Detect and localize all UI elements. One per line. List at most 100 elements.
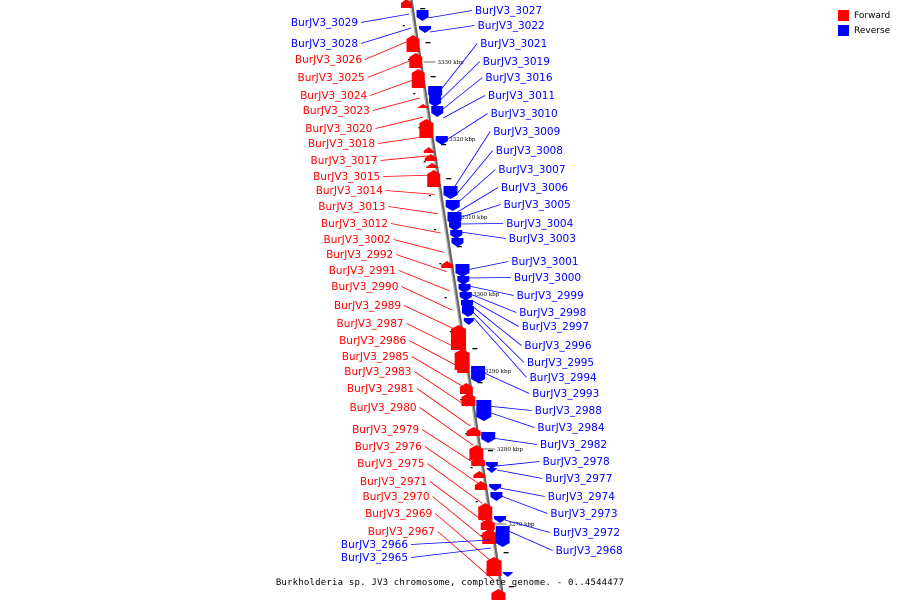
legend-forward-label: Forward [854, 10, 891, 21]
reverse-gene-label-right-leader [500, 495, 548, 514]
forward-gene-label: BurJV3_2985 [342, 351, 409, 363]
forward-gene-label: BurJV3_3015 [313, 171, 380, 183]
forward-gene-label-leader [393, 239, 444, 253]
forward-gene-label: BurJV3_3002 [323, 234, 390, 246]
scale-tick-label: 3320 kbp [449, 137, 476, 143]
forward-gene-label: BurJV3_3023 [303, 105, 370, 117]
reverse-gene-label-right-leader [442, 95, 486, 119]
reverse-gene-label-right-leader [460, 231, 506, 239]
reverse-gene [494, 516, 507, 523]
axis-tick [487, 450, 493, 452]
reverse-gene-label-right-leader [468, 285, 514, 296]
axis-tick [439, 263, 442, 265]
forward-gene-label-leader [385, 190, 435, 195]
axis-tick [408, 59, 411, 61]
forward-gene-label-leader [372, 97, 421, 111]
forward-gene-label-leader [380, 155, 429, 161]
reverse-gene [486, 468, 497, 473]
axis-tick [475, 501, 478, 503]
reverse-gene-label-left: BurJV3_3029 [291, 17, 358, 29]
forward-gene-label-leader [424, 446, 480, 485]
reverse-gene-label-right-leader [487, 405, 532, 411]
reverse-gene-label-right: BurJV3_2978 [543, 456, 610, 468]
reverse-gene-label-right: BurJV3_3009 [493, 126, 560, 138]
reverse-gene-label-right-leader [456, 169, 496, 205]
forward-gene-label-leader [432, 496, 489, 543]
reverse-gene [457, 276, 470, 285]
axis-tick [425, 42, 431, 44]
forward-gene-label-leader [383, 174, 432, 177]
forward-gene-label: BurJV3_2980 [349, 402, 416, 414]
forward-gene-label-leader [367, 58, 415, 78]
reverse-gene-label-right: BurJV3_3027 [475, 5, 542, 17]
forward-gene [411, 69, 425, 88]
forward-gene-label-leader [419, 407, 474, 446]
reverse-gene-label-right-leader [496, 461, 540, 467]
reverse-gene-label-right-leader [446, 113, 488, 141]
forward-gene-label-leader [388, 206, 438, 215]
forward-gene-label-leader [429, 481, 486, 523]
forward-gene [424, 154, 437, 161]
axis-tick [434, 229, 437, 231]
reverse-gene-label-left-leader [360, 13, 410, 23]
reverse-gene-label-right-leader [438, 43, 478, 93]
forward-gene-label: BurJV3_2976 [355, 441, 422, 453]
axis-tick [402, 25, 405, 27]
reverse-gene-label-right: BurJV3_2977 [545, 473, 612, 485]
reverse-gene [447, 212, 462, 225]
forward-gene [473, 471, 486, 478]
reverse-gene-label-right-leader [440, 61, 481, 101]
reverse-gene-label-right: BurJV3_3000 [514, 272, 581, 284]
axis-tick [456, 246, 462, 248]
forward-gene [454, 349, 470, 370]
axis-tick [428, 195, 431, 197]
forward-gene-label: BurJV3_2992 [326, 249, 393, 261]
forward-gene-label: BurJV3_2971 [360, 476, 427, 488]
forward-gene-label: BurJV3_2970 [362, 491, 429, 503]
axis-tick [444, 297, 447, 299]
reverse-gene-label-right-leader [470, 299, 519, 327]
forward-gene-label: BurJV3_2987 [336, 318, 403, 330]
forward-gene-label: BurJV3_2969 [365, 508, 432, 520]
legend-reverse-label: Reverse [854, 25, 891, 36]
reverse-gene-label-left-leader [410, 547, 492, 558]
reverse-gene-label-right: BurJV3_3005 [504, 199, 571, 211]
reverse-gene-label-right: BurJV3_3021 [480, 38, 547, 50]
forward-gene-label: BurJV3_2975 [357, 458, 424, 470]
reverse-gene-label-right-leader [473, 317, 527, 378]
reverse-gene [429, 92, 442, 107]
forward-gene-label: BurJV3_2979 [352, 424, 419, 436]
reverse-gene-label-left: BurJV3_2966 [341, 539, 408, 551]
reverse-gene-label-right: BurJV3_3007 [498, 164, 565, 176]
reverse-gene [416, 10, 429, 21]
forward-gene-label-leader [375, 116, 424, 129]
forward-gene [469, 445, 484, 460]
scale-tick-label: 3300 kbp [473, 292, 500, 298]
forward-gene-label-leader [409, 340, 462, 369]
axis-tick [503, 552, 509, 554]
reverse-gene-label-right: BurJV3_2999 [517, 290, 584, 302]
reverse-gene [476, 400, 492, 421]
axis-tick [449, 331, 452, 333]
reverse-gene-label-left-leader [360, 27, 412, 44]
reverse-gene-label-right: BurJV3_3004 [506, 218, 573, 230]
forward-gene-label: BurJV3_2967 [368, 526, 435, 538]
reverse-gene-label-right: BurJV3_3011 [488, 90, 555, 102]
axis-tick [472, 348, 478, 350]
forward-gene [441, 261, 454, 268]
forward-gene-label: BurJV3_3018 [308, 138, 375, 150]
forward-gene-label: BurJV3_3013 [318, 201, 385, 213]
forward-gene-label-leader [406, 323, 459, 350]
reverse-gene [471, 366, 486, 383]
reverse-gene [459, 292, 472, 301]
forward-gene-label: BurJV3_2990 [331, 281, 398, 293]
reverse-gene-label-left: BurJV3_2965 [341, 552, 408, 564]
reverse-gene-label-right: BurJV3_2984 [537, 422, 604, 434]
legend-forward: Forward [838, 8, 890, 23]
reverse-gene-label-right-leader [499, 487, 545, 497]
forward-gene [461, 393, 476, 406]
axis-tick [477, 382, 483, 384]
forward-gene-label-leader [427, 463, 483, 504]
forward-gene [466, 427, 481, 436]
forward-gene-label: BurJV3_2986 [339, 335, 406, 347]
